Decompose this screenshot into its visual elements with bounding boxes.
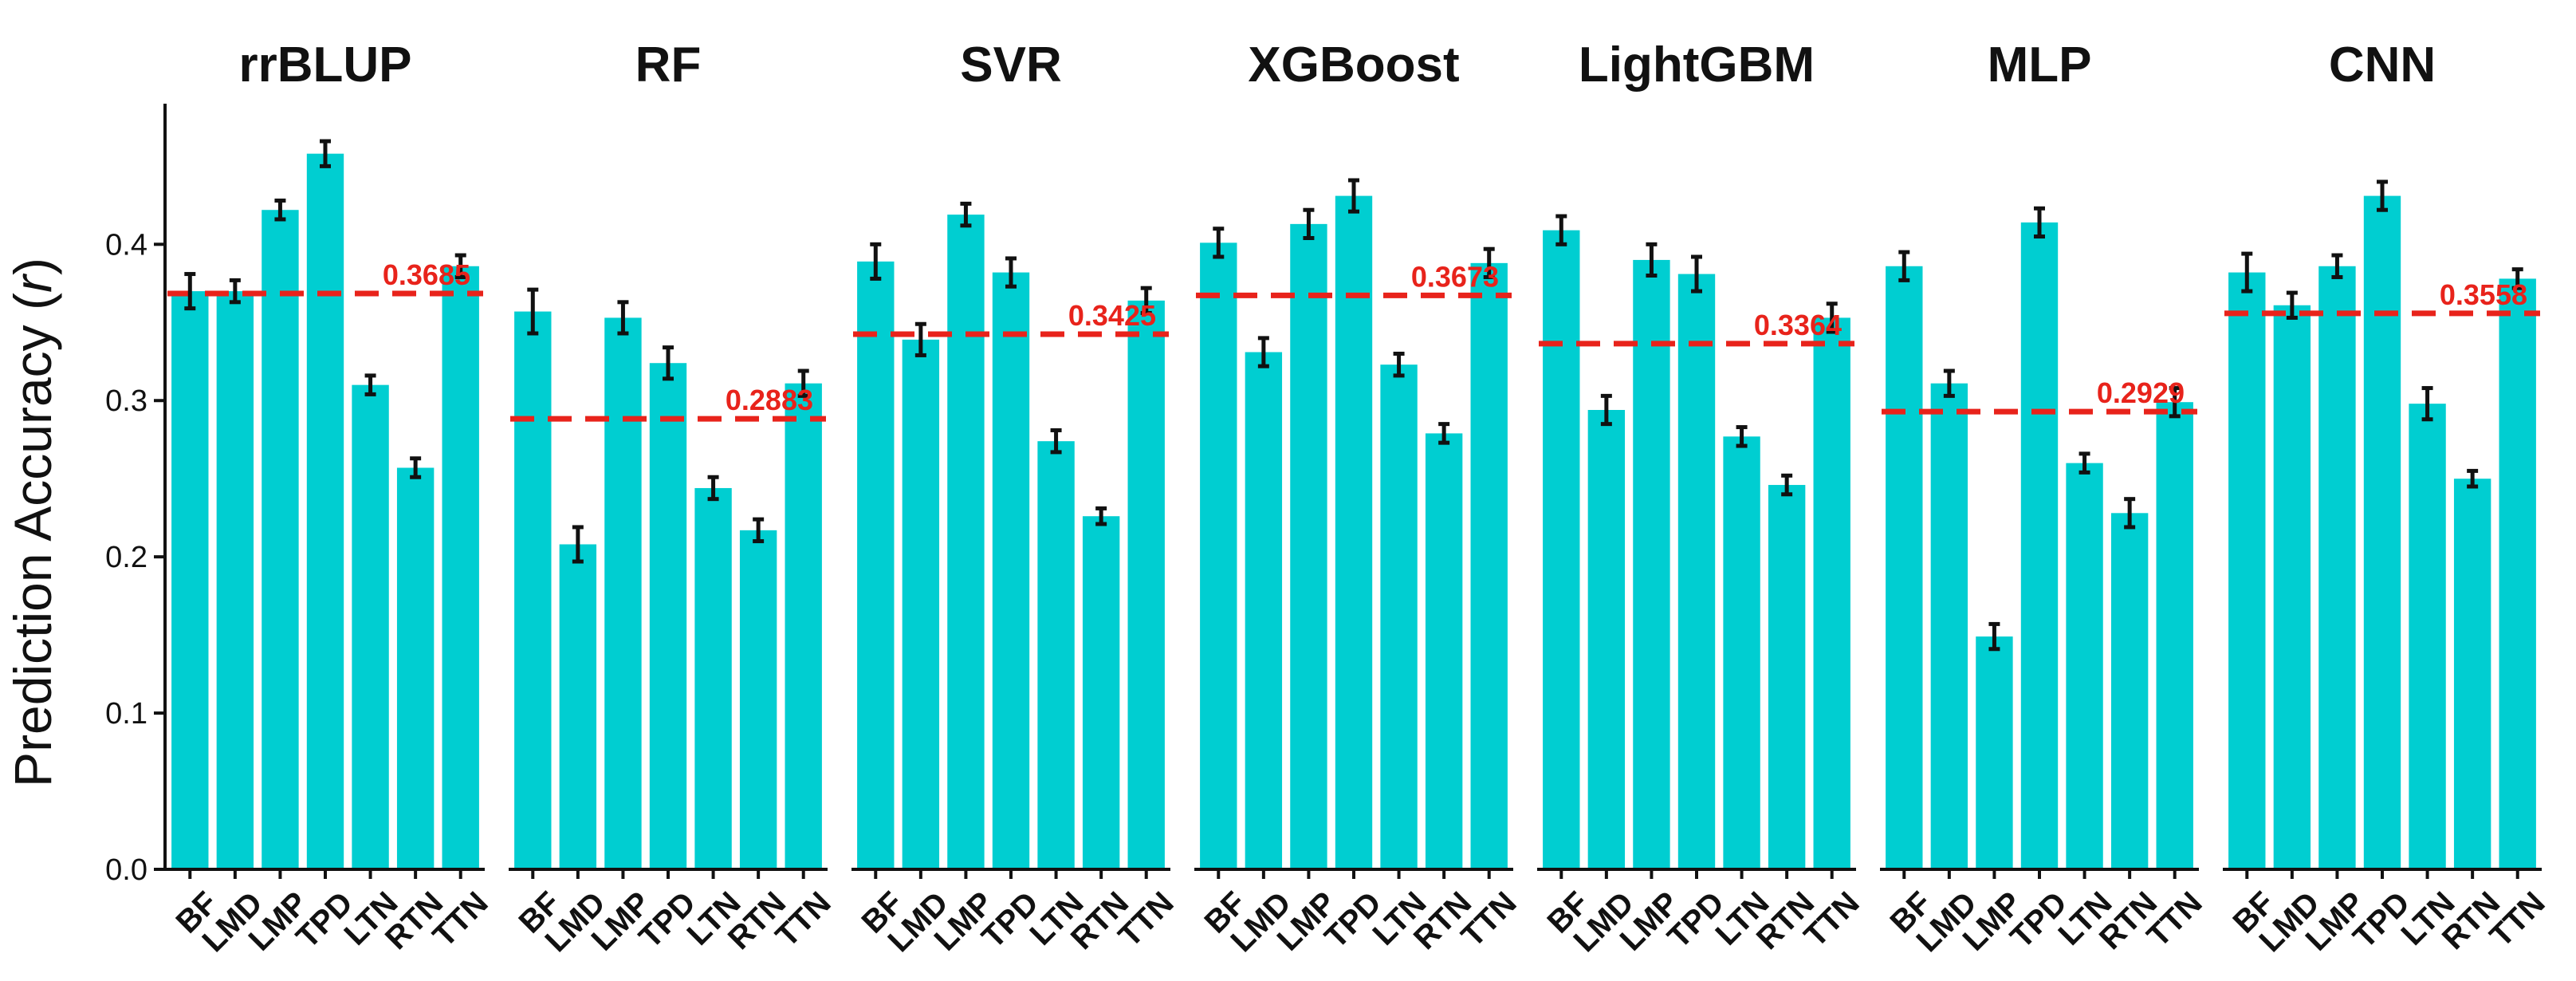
bar-rtn bbox=[739, 530, 777, 869]
mean-label: 0.3673 bbox=[1411, 260, 1499, 293]
bar-tpd bbox=[992, 272, 1030, 870]
bar-ltn bbox=[352, 384, 389, 869]
x-tick-label: TTN bbox=[769, 885, 838, 954]
x-tick-label: TTN bbox=[2141, 885, 2209, 954]
bar-tpd bbox=[2020, 222, 2059, 869]
bar-tpd bbox=[2363, 195, 2401, 869]
bar-rtn bbox=[2453, 479, 2491, 869]
bar-ltn bbox=[1037, 441, 1075, 869]
bar-bf bbox=[514, 311, 552, 870]
mean-label: 0.3685 bbox=[383, 258, 470, 291]
bar-rtn bbox=[1082, 516, 1120, 869]
y-tick-label: 0.3 bbox=[105, 384, 147, 418]
bar-ltn bbox=[2066, 463, 2103, 869]
panel-title: RF bbox=[635, 37, 702, 93]
bar-lmd bbox=[1245, 352, 1283, 869]
x-tick-label: TTN bbox=[2484, 885, 2552, 954]
bar-bf bbox=[171, 291, 209, 869]
mean-label: 0.3364 bbox=[1754, 309, 1842, 341]
y-tick-label: 0.1 bbox=[105, 697, 147, 731]
panel-title: LightGBM bbox=[1579, 37, 1815, 93]
x-tick-label: TTN bbox=[1798, 885, 1866, 954]
y-axis-label: Prediction Accuracy (r) bbox=[3, 258, 62, 787]
bar-rtn bbox=[2110, 513, 2149, 869]
bar-lmd bbox=[216, 291, 254, 869]
bar-tpd bbox=[306, 153, 344, 870]
bar-tpd bbox=[1677, 274, 1716, 869]
bar-bf bbox=[857, 261, 895, 869]
mean-label: 0.2883 bbox=[726, 384, 813, 416]
y-axis: 0.0 0.1 0.2 0.3 0.4 bbox=[105, 104, 167, 887]
bar-ltn bbox=[2409, 404, 2446, 869]
bar-ttn bbox=[442, 266, 479, 869]
panel-title: CNN bbox=[2329, 37, 2436, 93]
bar-rtn bbox=[1425, 433, 1463, 869]
y-tick-label: 0.4 bbox=[105, 228, 147, 262]
bar-lmd bbox=[1930, 383, 1968, 870]
bar-bf bbox=[1200, 242, 1237, 870]
bar-bf bbox=[2228, 272, 2266, 870]
bar-rtn bbox=[1768, 485, 1806, 869]
bar-ltn bbox=[1723, 436, 1760, 869]
bar-tpd bbox=[649, 363, 687, 869]
bar-lmp bbox=[947, 215, 985, 869]
bar-ttn bbox=[1813, 317, 1850, 869]
panel-title: MLP bbox=[1988, 37, 2092, 93]
bar-ltn bbox=[1380, 364, 1418, 869]
bar-ltn bbox=[694, 487, 732, 869]
bar-lmd bbox=[1587, 410, 1626, 869]
panel-title: SVR bbox=[960, 37, 1061, 93]
x-tick-label: TTN bbox=[427, 885, 495, 954]
bar-lmd bbox=[559, 544, 597, 869]
bar-ttn bbox=[1127, 300, 1165, 869]
y-axis-label-group: Prediction Accuracy (r) bbox=[3, 258, 62, 787]
mean-label: 0.2929 bbox=[2097, 376, 2185, 409]
panels: rrBLUP0.3685BFLMDLMPTPDLTNRTNTTNRF0.2883… bbox=[166, 37, 2552, 959]
mean-label: 0.3425 bbox=[1068, 299, 1156, 332]
bar-bf bbox=[1886, 266, 1923, 869]
bar-tpd bbox=[1335, 195, 1373, 869]
bar-lmd bbox=[902, 339, 940, 869]
bar-lmp bbox=[1633, 259, 1670, 870]
bar-ttn bbox=[1470, 262, 1508, 869]
panel-title: XGBoost bbox=[1248, 37, 1459, 93]
bar-lmp bbox=[262, 210, 299, 869]
bar-ttn bbox=[2156, 402, 2193, 869]
bar-lmp bbox=[2318, 266, 2356, 869]
bar-lmd bbox=[2273, 305, 2311, 869]
x-tick-label: TTN bbox=[1112, 885, 1181, 954]
mean-label: 0.3558 bbox=[2440, 278, 2527, 311]
bar-bf bbox=[1543, 230, 1580, 870]
bar-ttn bbox=[785, 383, 822, 870]
bar-lmp bbox=[604, 317, 642, 869]
bar-lmp bbox=[1976, 636, 2013, 869]
x-tick-label: TTN bbox=[1455, 885, 1524, 954]
y-tick-label: 0.0 bbox=[105, 853, 147, 887]
bar-ttn bbox=[2499, 278, 2536, 869]
panel-title: rrBLUP bbox=[238, 37, 411, 93]
y-tick-label: 0.2 bbox=[105, 541, 147, 574]
bar-rtn bbox=[396, 467, 435, 869]
bar-lmp bbox=[1290, 223, 1327, 869]
